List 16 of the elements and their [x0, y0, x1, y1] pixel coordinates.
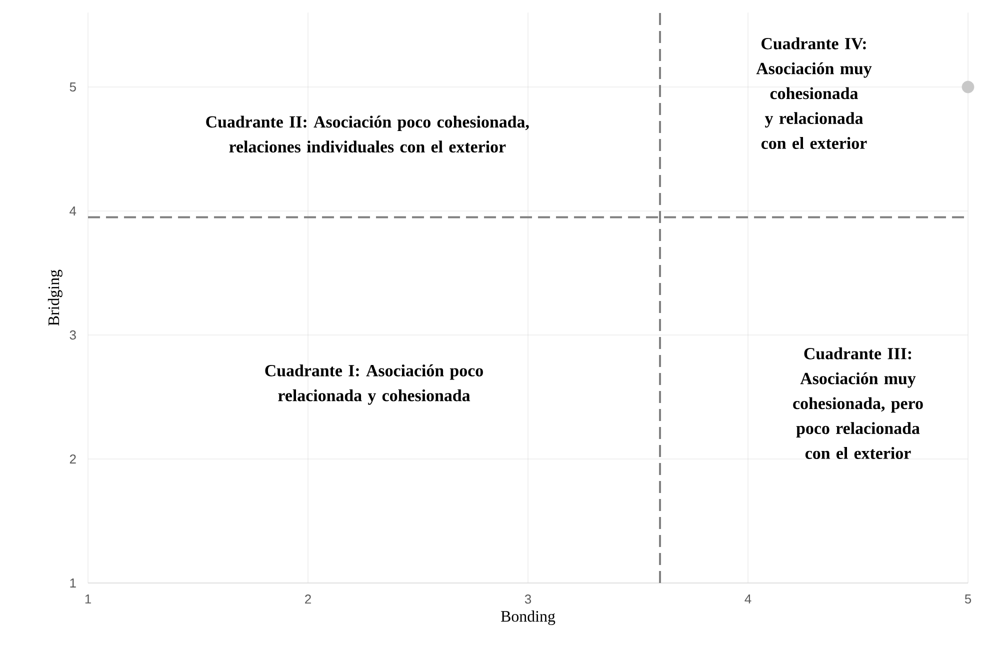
annotation: Cuadrante I: Asociación poco relacionada y cohesionada	[265, 364, 483, 405]
x-tick-label: 5	[964, 594, 972, 604]
annotation: Cuadrante II: Asociación poco cohesionada, relaciones individuales con el exterior	[206, 116, 529, 153]
x-tick-label: 3	[524, 594, 532, 604]
y-tick-label: 5	[70, 82, 76, 92]
y-tick-label: 3	[70, 330, 76, 340]
annotation: Cuadrante III: Asociación muy cohesionada, pero poco relacionada con el exterior	[793, 347, 923, 459]
x-tick-label: 1	[85, 594, 91, 604]
x-axis-title: Bonding	[501, 610, 556, 626]
x-tick-label: 2	[305, 594, 311, 604]
y-tick-label: 4	[70, 206, 76, 216]
y-tick-label: 1	[70, 578, 76, 588]
annotation: Cuadrante IV: Asociación muy cohesionada y relacionada con el exterior	[756, 37, 872, 149]
y-axis-title: Bridging	[48, 270, 62, 326]
x-tick-label: 4	[744, 594, 752, 604]
y-tick-label: 2	[70, 454, 76, 464]
